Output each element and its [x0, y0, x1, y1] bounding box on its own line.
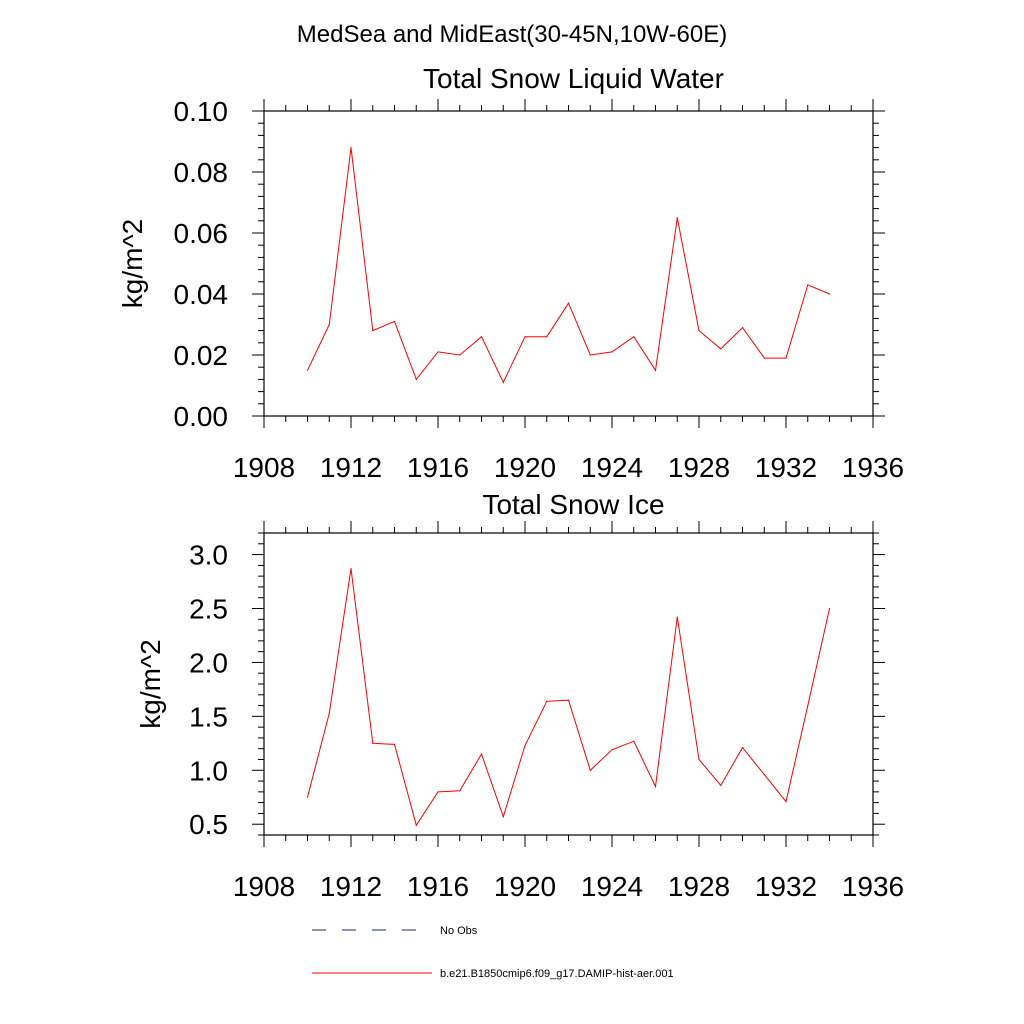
figure-title: MedSea and MidEast(30-45N,10W-60E): [297, 21, 727, 48]
data-point: [437, 791, 439, 793]
x-tick-label: 1920: [494, 871, 556, 902]
x-tick-label: 1912: [320, 871, 382, 902]
data-point: [654, 785, 657, 788]
data-point: [676, 616, 678, 618]
data-point: [567, 302, 570, 304]
x-tick-label: 1924: [581, 452, 643, 483]
data-point: [415, 378, 417, 380]
data-point: [524, 744, 526, 747]
chart-title: Total Snow Liquid Water: [423, 63, 724, 94]
x-tick-label: 1924: [581, 871, 643, 902]
data-point: [567, 699, 570, 701]
x-tick-label: 1912: [320, 452, 382, 483]
data-point: [393, 743, 396, 746]
data-point: [828, 293, 831, 295]
data-point: [807, 284, 809, 286]
y-tick-label: 0.10: [174, 96, 229, 127]
data-point: [763, 774, 765, 776]
y-tick-label: 2.0: [189, 647, 228, 678]
data-point: [393, 320, 396, 323]
chart-panel-snow-ice: Total Snow Ice kg/m^2 1908 1912 1916 1920 1924…: [135, 489, 904, 902]
data-point: [480, 753, 483, 755]
data-point: [720, 784, 722, 786]
data-point: [546, 700, 548, 702]
y-tick-label: 2.5: [189, 594, 228, 625]
y-tick-label: 0.02: [174, 340, 229, 371]
data-point: [459, 354, 461, 356]
data-point: [502, 381, 504, 384]
data-point: [350, 567, 352, 570]
y-tick-label: 1.0: [189, 755, 228, 786]
data-point: [480, 336, 483, 338]
x-tick-label: 1920: [494, 452, 556, 483]
data-point: [502, 816, 504, 818]
data-point: [654, 369, 657, 371]
data-point: [306, 369, 309, 371]
data-point: [350, 147, 352, 149]
data-point: [633, 336, 635, 338]
data-point: [328, 712, 330, 714]
x-tick-label: 1936: [842, 871, 904, 902]
data-point: [611, 749, 613, 751]
y-tick-label: 0.06: [174, 218, 229, 249]
data-point: [372, 742, 374, 744]
data-point: [741, 747, 744, 749]
y-tick-label: 0.08: [174, 157, 229, 188]
data-point: [698, 758, 700, 761]
legend-series-label: b.e21.B1850cmip6.f09_g17.DAMIP-hist-aer.…: [440, 968, 674, 980]
data-point: [785, 357, 787, 359]
data-point: [589, 354, 591, 356]
series-line: [307, 147, 830, 384]
y-tick-label: 0.00: [174, 401, 229, 432]
data-point: [306, 796, 309, 798]
plot-frame: [263, 532, 874, 836]
data-point: [546, 336, 548, 338]
x-tick-label: 1908: [233, 452, 295, 483]
series-line: [307, 568, 830, 827]
data-point: [415, 824, 417, 826]
y-axis-label: kg/m^2: [135, 639, 166, 728]
y-tick-label: 0.04: [174, 279, 229, 310]
legend-no-obs-label: No Obs: [440, 925, 478, 937]
data-point: [698, 330, 700, 332]
y-tick-label: 3.0: [189, 540, 228, 571]
x-tick-label: 1932: [755, 871, 817, 902]
x-tick-label: 1928: [668, 871, 730, 902]
x-tick-label: 1928: [668, 452, 730, 483]
data-point: [611, 351, 613, 353]
data-point: [372, 330, 374, 332]
y-axis-label: kg/m^2: [117, 219, 148, 308]
data-point: [720, 348, 722, 350]
data-point: [328, 323, 330, 326]
y-tick-label: 0.5: [189, 809, 228, 840]
data-point: [828, 607, 831, 610]
data-point: [676, 217, 678, 219]
chart-title: Total Snow Ice: [482, 489, 664, 520]
y-tick-label: 1.5: [189, 701, 228, 732]
x-tick-label: 1936: [842, 452, 904, 483]
plot-frame: [263, 110, 874, 417]
data-point: [459, 790, 461, 792]
data-point: [437, 351, 439, 353]
data-point: [633, 740, 635, 742]
data-point: [785, 800, 787, 803]
x-tick-label: 1916: [407, 452, 469, 483]
x-tick-label: 1932: [755, 452, 817, 483]
chart-panel-snow-liquid-water: Total Snow Liquid Water kg/m^2 1908 1912 191…: [117, 63, 904, 483]
x-tick-label: 1908: [233, 871, 295, 902]
x-tick-label: 1916: [407, 871, 469, 902]
data-point: [524, 336, 526, 338]
data-point: [807, 704, 809, 707]
data-point: [741, 326, 744, 329]
data-point: [589, 769, 591, 771]
legend: No Obs b.e21.B1850cmip6.f09_g17.DAMIP-hi…: [312, 925, 674, 980]
data-point: [763, 357, 765, 359]
